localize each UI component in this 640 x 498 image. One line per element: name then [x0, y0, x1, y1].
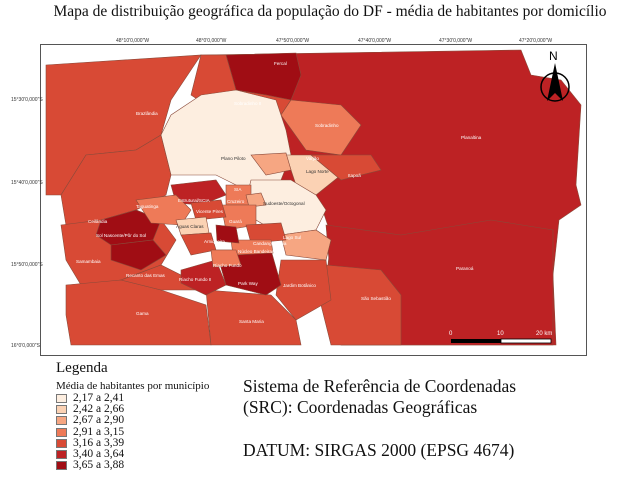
region-jardim-botanico	[275, 259, 332, 321]
coord-left-3: 16°0'0,000"S	[11, 343, 40, 349]
north-arrow-icon: N	[540, 49, 570, 102]
coord-top-4: 47°30'0,000"W	[439, 38, 473, 44]
srs-text: Sistema de Referência de Coordenadas (SR…	[243, 376, 516, 418]
label-itapoa: Itapoã	[348, 173, 361, 178]
region-riacho-fundo-ii	[180, 259, 227, 296]
label-riacho-fundo: Riacho Fundo	[213, 263, 242, 268]
legend-title: Legenda	[56, 360, 108, 376]
region-santa-maria	[205, 289, 302, 346]
legend-label: 3,16 a 3,39	[73, 436, 125, 449]
legend-label: 2,42 a 2,66	[73, 403, 125, 416]
datum-text: DATUM: SIRGAS 2000 (EPSG 4674)	[243, 440, 515, 460]
region-varjao	[250, 152, 292, 176]
legend-label: 3,40 a 3,64	[73, 448, 125, 461]
legend-swatch	[56, 427, 67, 437]
legend-item: 2,67 a 2,90	[56, 415, 124, 426]
label-aguas-claras: Águas Claras	[176, 223, 204, 229]
legend-item: 2,42 a 2,66	[56, 404, 124, 415]
label-plano-piloto: Plano Piloto	[221, 156, 246, 161]
legend-swatch	[56, 416, 67, 426]
coord-top-0: 48°10'0,000"W	[116, 38, 150, 44]
label-sol-nascente: Sol Nascente/Pôr do Sol	[96, 233, 146, 238]
legend-label: 2,91 a 3,15	[73, 425, 125, 438]
label-sobradinho: Sobradinho	[315, 123, 339, 128]
coord-left-2: 15°50'0,000"S	[11, 262, 43, 268]
label-fercal: Fercal	[274, 61, 287, 66]
label-ceilandia: Ceilândia	[88, 219, 108, 224]
region-cruzeiro	[245, 192, 267, 208]
scale-bar: 0 10 20 km	[449, 331, 552, 344]
coord-left-0: 15°30'0,000"S	[11, 97, 43, 103]
label-candangolandia: Candangolândia	[253, 241, 287, 246]
label-planaltina: Planaltina	[461, 135, 482, 140]
region-red-block	[215, 224, 240, 244]
label-varjao: Varjão	[306, 156, 319, 161]
legend-item: 3,40 a 3,64	[56, 448, 125, 461]
region-riacho-fundo	[210, 249, 242, 268]
label-sao-sebastiao: São Sebastião	[361, 296, 391, 301]
srs-line-1: Sistema de Referência de Coordenadas	[243, 376, 517, 396]
map-frame: Fercal Sobradinho II Brazlândia Sobradin…	[11, 38, 587, 356]
region-samambaia-core	[110, 239, 167, 271]
label-sia: SIA	[234, 187, 242, 192]
label-nucleo-bandeirante: Núcleo Bandeirante	[238, 249, 279, 254]
label-sudoeste: Sudoeste/Octogonal	[263, 201, 305, 206]
legend-swatch	[56, 438, 67, 448]
label-brazlandia: Brazlândia	[136, 111, 158, 116]
srs-line-2: (SRC): Coordenadas Geográficas	[243, 397, 478, 417]
legend-item: 3,16 a 3,39	[56, 436, 125, 449]
legend-swatch	[56, 394, 67, 404]
label-cruzeiro: Cruzeiro	[227, 199, 245, 204]
legend-swatch	[56, 450, 67, 460]
scale-label-10: 10	[497, 331, 504, 337]
label-recanto: Recanto das Emas	[126, 273, 166, 278]
label-santa-maria: Santa Maria	[239, 319, 264, 324]
label-park-way: Park Way	[238, 281, 258, 286]
label-sobradinho-ii: Sobradinho II	[234, 101, 261, 106]
label-gama: Gama	[136, 311, 149, 316]
region-candangolandia	[245, 222, 287, 244]
coord-left-1: 15°40'0,000"S	[11, 180, 43, 186]
region-itapoa	[310, 154, 382, 181]
legend-item: 2,91 a 3,15	[56, 425, 125, 438]
legend-label: 3,65 a 3,88	[73, 459, 125, 472]
label-riacho-fundo-ii: Riacho Fundo II	[179, 277, 211, 282]
coord-top-1: 48°0'0,000"W	[196, 38, 227, 44]
map-canvas: Fercal Sobradinho II Brazlândia Sobradin…	[45, 49, 582, 346]
legend-item: 3,65 a 3,88	[56, 459, 125, 472]
region-arniqueira	[180, 232, 217, 256]
label-taguatinga: Taguatinga	[136, 204, 159, 209]
coord-top-5: 47°20'0,000"W	[519, 38, 553, 44]
label-vicente-pires: Vicente Pires	[196, 209, 224, 214]
label-lago-norte: Lago Norte	[306, 169, 329, 174]
label-arniqueira: Arniqueira	[204, 239, 225, 244]
label-estrutural: Estrutural/SCIA	[178, 198, 211, 203]
scale-label-0: 0	[449, 331, 453, 337]
legend-label: 2,17 a 2,41	[73, 392, 125, 405]
region-vicente-pires	[190, 199, 227, 221]
legend-subtitle: Média de habitantes por município	[56, 380, 210, 392]
legend-swatch	[56, 405, 67, 415]
scale-label-20: 20 km	[536, 331, 552, 337]
region-lago-sul	[280, 229, 332, 261]
legend-label: 2,67 a 2,90	[73, 414, 125, 427]
label-guara: Guará	[229, 219, 242, 224]
label-samambaia: Samambaia	[76, 259, 101, 264]
coord-top-3: 47°40'0,000"W	[358, 38, 392, 44]
legend-list: 2,17 a 2,41 2,42 a 2,66 2,67 a 2,90 2,91…	[56, 392, 125, 472]
label-lago-sul: Lago Sul	[283, 235, 301, 240]
map-title: Mapa de distribuição geográfica da popul…	[53, 3, 607, 20]
region-plano-piloto	[160, 89, 292, 196]
region-taguatinga	[135, 194, 192, 226]
legend-item: 2,17 a 2,41	[56, 392, 125, 405]
legend-swatch	[56, 461, 67, 471]
label-paranoa: Paranoá	[456, 266, 474, 271]
label-jardim-botanico: Jardim Botânico	[283, 283, 316, 288]
coord-top-2: 47°50'0,000"W	[276, 38, 310, 44]
north-label: N	[549, 49, 558, 63]
